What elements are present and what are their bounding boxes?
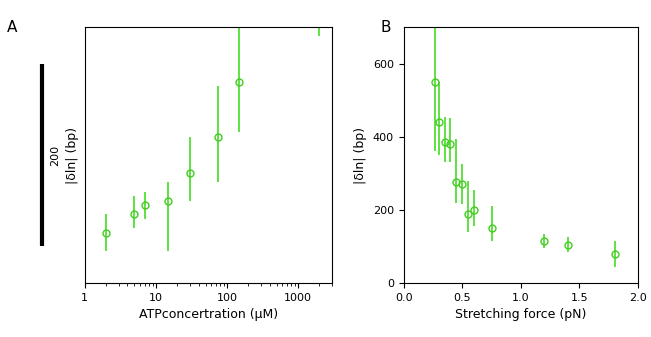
Text: B: B	[381, 20, 391, 35]
X-axis label: ATPconcertration (μM): ATPconcertration (μM)	[139, 308, 278, 321]
Text: 200: 200	[50, 145, 60, 165]
Y-axis label: |δln| (bp): |δln| (bp)	[354, 126, 367, 184]
X-axis label: Stretching force (pN): Stretching force (pN)	[455, 308, 587, 321]
Y-axis label: |δln| (bp): |δln| (bp)	[66, 126, 79, 184]
Text: A: A	[7, 20, 17, 35]
